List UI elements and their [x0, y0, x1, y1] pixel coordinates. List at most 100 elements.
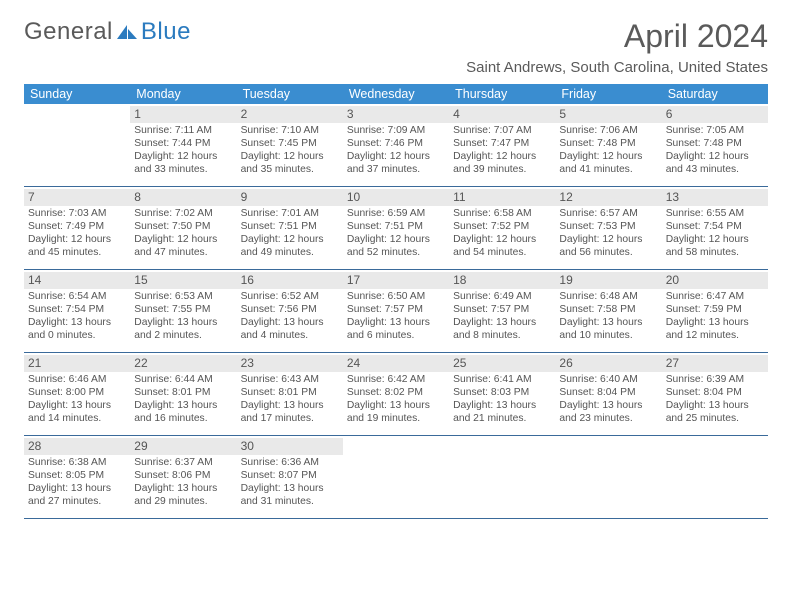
sunset-text: Sunset: 7:51 PM — [241, 221, 339, 234]
day-number: 20 — [662, 272, 768, 289]
calendar-day-cell: 24Sunrise: 6:42 AMSunset: 8:02 PMDayligh… — [343, 353, 449, 435]
sunrise-text: Sunrise: 7:06 AM — [559, 125, 657, 138]
daylight-text-1: Daylight: 13 hours — [559, 400, 657, 413]
sunset-text: Sunset: 7:49 PM — [28, 221, 126, 234]
daylight-text-1: Daylight: 12 hours — [453, 234, 551, 247]
sunset-text: Sunset: 7:54 PM — [28, 304, 126, 317]
sunset-text: Sunset: 7:51 PM — [347, 221, 445, 234]
calendar-week-row: 7Sunrise: 7:03 AMSunset: 7:49 PMDaylight… — [24, 187, 768, 270]
day-number: 25 — [449, 355, 555, 372]
day-number: 23 — [237, 355, 343, 372]
calendar-day-cell: 30Sunrise: 6:36 AMSunset: 8:07 PMDayligh… — [237, 436, 343, 518]
dow-sunday: Sunday — [24, 84, 130, 104]
calendar-empty-cell — [24, 104, 130, 186]
daylight-text-2: and 31 minutes. — [241, 496, 339, 509]
daylight-text-1: Daylight: 12 hours — [134, 234, 232, 247]
sunrise-text: Sunrise: 7:07 AM — [453, 125, 551, 138]
brand-sail-icon — [115, 23, 139, 41]
daylight-text-2: and 12 minutes. — [666, 330, 764, 343]
dow-friday: Friday — [555, 84, 661, 104]
calendar-day-cell: 23Sunrise: 6:43 AMSunset: 8:01 PMDayligh… — [237, 353, 343, 435]
daylight-text-1: Daylight: 13 hours — [453, 400, 551, 413]
calendar-day-cell: 2Sunrise: 7:10 AMSunset: 7:45 PMDaylight… — [237, 104, 343, 186]
sunset-text: Sunset: 7:54 PM — [666, 221, 764, 234]
calendar-day-cell: 25Sunrise: 6:41 AMSunset: 8:03 PMDayligh… — [449, 353, 555, 435]
sunset-text: Sunset: 7:50 PM — [134, 221, 232, 234]
day-number: 10 — [343, 189, 449, 206]
daylight-text-2: and 49 minutes. — [241, 247, 339, 260]
sunrise-text: Sunrise: 6:40 AM — [559, 374, 657, 387]
daylight-text-1: Daylight: 12 hours — [241, 151, 339, 164]
day-number: 17 — [343, 272, 449, 289]
page-header: General Blue April 2024 Saint Andrews, S… — [24, 18, 768, 76]
calendar-day-cell: 29Sunrise: 6:37 AMSunset: 8:06 PMDayligh… — [130, 436, 236, 518]
day-number: 18 — [449, 272, 555, 289]
sunset-text: Sunset: 8:01 PM — [134, 387, 232, 400]
brand-word-1: General — [24, 18, 113, 46]
daylight-text-2: and 37 minutes. — [347, 164, 445, 177]
sunrise-text: Sunrise: 6:36 AM — [241, 457, 339, 470]
day-number: 30 — [237, 438, 343, 455]
sunset-text: Sunset: 8:01 PM — [241, 387, 339, 400]
daylight-text-2: and 0 minutes. — [28, 330, 126, 343]
brand-word-2: Blue — [141, 18, 191, 46]
calendar-day-cell: 4Sunrise: 7:07 AMSunset: 7:47 PMDaylight… — [449, 104, 555, 186]
calendar-day-cell: 22Sunrise: 6:44 AMSunset: 8:01 PMDayligh… — [130, 353, 236, 435]
calendar: Sunday Monday Tuesday Wednesday Thursday… — [24, 84, 768, 519]
day-number: 27 — [662, 355, 768, 372]
calendar-day-cell: 13Sunrise: 6:55 AMSunset: 7:54 PMDayligh… — [662, 187, 768, 269]
calendar-day-cell: 21Sunrise: 6:46 AMSunset: 8:00 PMDayligh… — [24, 353, 130, 435]
calendar-day-cell: 27Sunrise: 6:39 AMSunset: 8:04 PMDayligh… — [662, 353, 768, 435]
daylight-text-1: Daylight: 12 hours — [559, 234, 657, 247]
day-number: 24 — [343, 355, 449, 372]
day-number: 2 — [237, 106, 343, 123]
sunset-text: Sunset: 8:00 PM — [28, 387, 126, 400]
daylight-text-1: Daylight: 13 hours — [241, 400, 339, 413]
daylight-text-1: Daylight: 13 hours — [241, 317, 339, 330]
sunset-text: Sunset: 8:05 PM — [28, 470, 126, 483]
sunset-text: Sunset: 7:46 PM — [347, 138, 445, 151]
sunrise-text: Sunrise: 6:58 AM — [453, 208, 551, 221]
sunrise-text: Sunrise: 6:50 AM — [347, 291, 445, 304]
calendar-day-cell: 3Sunrise: 7:09 AMSunset: 7:46 PMDaylight… — [343, 104, 449, 186]
daylight-text-2: and 43 minutes. — [666, 164, 764, 177]
day-number: 14 — [24, 272, 130, 289]
calendar-day-cell: 6Sunrise: 7:05 AMSunset: 7:48 PMDaylight… — [662, 104, 768, 186]
sunrise-text: Sunrise: 6:52 AM — [241, 291, 339, 304]
day-number: 16 — [237, 272, 343, 289]
daylight-text-1: Daylight: 12 hours — [559, 151, 657, 164]
calendar-empty-cell — [449, 436, 555, 518]
calendar-week-row: 14Sunrise: 6:54 AMSunset: 7:54 PMDayligh… — [24, 270, 768, 353]
sunset-text: Sunset: 7:55 PM — [134, 304, 232, 317]
daylight-text-2: and 17 minutes. — [241, 413, 339, 426]
sunset-text: Sunset: 8:03 PM — [453, 387, 551, 400]
sunset-text: Sunset: 8:02 PM — [347, 387, 445, 400]
title-block: April 2024 Saint Andrews, South Carolina… — [466, 18, 768, 76]
daylight-text-2: and 41 minutes. — [559, 164, 657, 177]
sunset-text: Sunset: 7:47 PM — [453, 138, 551, 151]
calendar-day-cell: 16Sunrise: 6:52 AMSunset: 7:56 PMDayligh… — [237, 270, 343, 352]
day-number: 26 — [555, 355, 661, 372]
calendar-day-cell: 14Sunrise: 6:54 AMSunset: 7:54 PMDayligh… — [24, 270, 130, 352]
daylight-text-1: Daylight: 13 hours — [347, 317, 445, 330]
day-number: 5 — [555, 106, 661, 123]
daylight-text-1: Daylight: 12 hours — [666, 234, 764, 247]
calendar-week-row: 21Sunrise: 6:46 AMSunset: 8:00 PMDayligh… — [24, 353, 768, 436]
calendar-day-cell: 9Sunrise: 7:01 AMSunset: 7:51 PMDaylight… — [237, 187, 343, 269]
day-number: 19 — [555, 272, 661, 289]
day-number: 22 — [130, 355, 236, 372]
daylight-text-1: Daylight: 13 hours — [134, 400, 232, 413]
sunset-text: Sunset: 7:58 PM — [559, 304, 657, 317]
daylight-text-1: Daylight: 12 hours — [134, 151, 232, 164]
dow-tuesday: Tuesday — [237, 84, 343, 104]
calendar-week-row: 28Sunrise: 6:38 AMSunset: 8:05 PMDayligh… — [24, 436, 768, 519]
day-number: 12 — [555, 189, 661, 206]
calendar-day-cell: 18Sunrise: 6:49 AMSunset: 7:57 PMDayligh… — [449, 270, 555, 352]
location-line: Saint Andrews, South Carolina, United St… — [466, 59, 768, 76]
calendar-day-cell: 12Sunrise: 6:57 AMSunset: 7:53 PMDayligh… — [555, 187, 661, 269]
calendar-day-cell: 26Sunrise: 6:40 AMSunset: 8:04 PMDayligh… — [555, 353, 661, 435]
day-number: 21 — [24, 355, 130, 372]
sunrise-text: Sunrise: 6:47 AM — [666, 291, 764, 304]
daylight-text-2: and 6 minutes. — [347, 330, 445, 343]
sunrise-text: Sunrise: 6:55 AM — [666, 208, 764, 221]
